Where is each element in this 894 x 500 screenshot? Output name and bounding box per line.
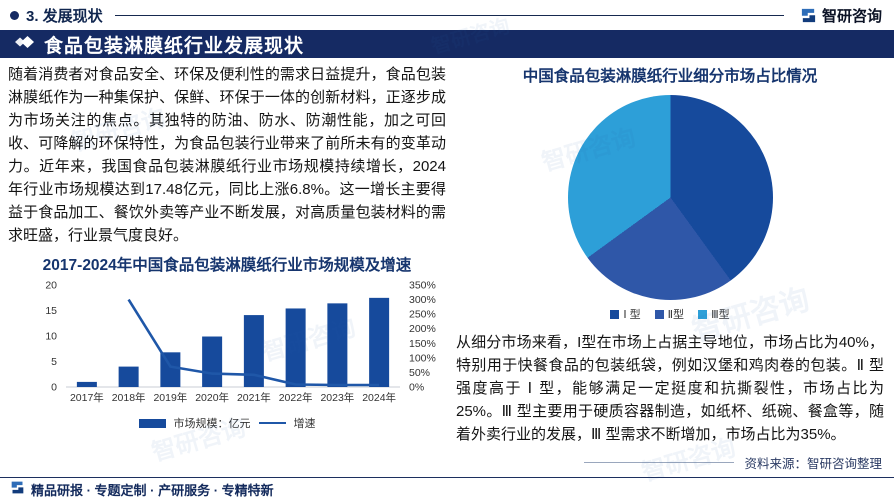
pie-legend-item: Ⅰ 型 [610,306,641,322]
pie-chart [567,95,773,300]
svg-text:100%: 100% [409,352,436,364]
source-text: 资料来源：智研咨询整理 [744,457,882,471]
banner-title: 食品包装淋膜纸行业发展现状 [44,35,305,57]
footer-text: 精品研报 · 专题定制 · 产研服务 · 专精特新 [31,482,274,498]
bar-series-swatch [138,418,166,428]
svg-text:5: 5 [51,356,57,368]
logo-icon [800,7,817,24]
svg-text:2023年: 2023年 [320,391,354,404]
svg-text:2019年: 2019年 [153,391,187,404]
type2-swatch [654,309,664,319]
section-banner: 食品包装淋膜纸行业发展现状 [0,30,894,58]
pie-chart-title: 中国食品包装淋膜纸行业细分市场占比情况 [522,68,818,85]
svg-text:300%: 300% [409,294,436,306]
svg-text:15: 15 [45,305,57,317]
type3-swatch [698,309,708,319]
svg-text:50%: 50% [409,367,430,379]
company-logo: 智研咨询 [800,5,882,26]
svg-text:20: 20 [45,280,57,292]
svg-text:2021年: 2021年 [237,391,271,404]
market-size-growth-chart: 051015200%50%100%150%200%250%300%350%201… [45,280,436,405]
type3-label: Ⅲ型 [711,309,730,321]
pie-legend-item: Ⅲ型 [698,306,730,322]
source-row: 资料来源：智研咨询整理 [456,453,884,477]
bar-series-label: 市场规模：亿元 [173,418,251,430]
bullet-icon [10,10,19,20]
line-series-label: 增速 [293,418,316,430]
bar-chart-legend: 市场规模：亿元 增速 [8,415,446,431]
svg-text:10: 10 [45,331,57,343]
footer-logo-icon [10,480,25,498]
page-header: 3. 发展现状 智研咨询 [0,0,894,30]
pie-legend: Ⅰ 型 Ⅱ型 Ⅲ型 [456,306,884,322]
svg-text:2018年: 2018年 [112,391,146,404]
page-footer: 精品研报 · 专题定制 · 产研服务 · 专精特新 [0,477,894,500]
line-series-swatch [258,421,286,425]
pie-legend-item: Ⅱ型 [654,306,685,322]
svg-text:350%: 350% [409,280,436,292]
svg-text:2020年: 2020年 [195,391,229,404]
svg-text:2022年: 2022年 [279,391,313,404]
segment-analysis-paragraph: 从细分市场来看，I型在市场上占据主导地位，市场占比为40%，特别用于快餐食品的包… [456,334,884,443]
bar-chart-title: 2017-2024年中国食品包装淋膜纸行业市场规模及增速 [42,257,412,274]
type2-label: Ⅱ型 [667,309,685,321]
svg-text:250%: 250% [409,309,436,321]
type1-swatch [610,309,620,319]
main-content: 随着消费者对食品安全、环保及便利性的需求日益提升，食品包装淋膜纸作为一种集保护、… [0,58,894,477]
source-divider [584,462,735,463]
svg-text:150%: 150% [409,338,436,350]
svg-text:200%: 200% [409,323,436,335]
header-divider [114,14,784,16]
section-title: 3. 发展现状 [26,7,103,25]
right-column: 中国食品包装淋膜纸行业细分市场占比情况 Ⅰ 型 Ⅱ型 Ⅲ型 从细分市场来看，I型… [450,58,894,477]
svg-text:0: 0 [51,382,57,394]
logo-text: 智研咨询 [821,7,882,25]
type1-label: Ⅰ 型 [623,309,641,321]
industry-overview-paragraph: 随着消费者对食品安全、环保及便利性的需求日益提升，食品包装淋膜纸作为一种集保护、… [8,66,446,244]
svg-text:2017年: 2017年 [70,391,104,404]
left-column: 随着消费者对食品安全、环保及便利性的需求日益提升，食品包装淋膜纸作为一种集保护、… [0,58,450,477]
double-diamond-icon [10,33,36,56]
svg-text:0%: 0% [409,382,424,394]
svg-text:2024年: 2024年 [362,391,396,404]
